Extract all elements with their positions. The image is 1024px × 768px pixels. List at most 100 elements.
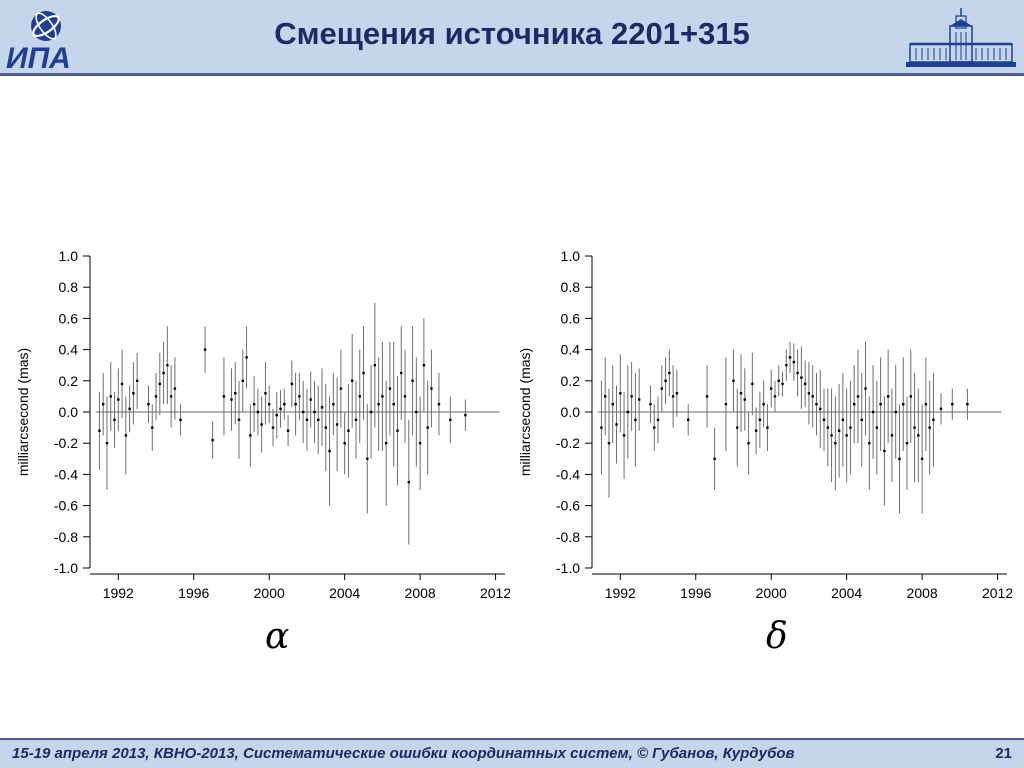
data-point bbox=[913, 426, 916, 429]
data-point bbox=[377, 403, 380, 406]
data-point bbox=[905, 442, 909, 445]
data-point bbox=[388, 387, 392, 390]
data-point bbox=[932, 418, 935, 421]
data-point bbox=[339, 387, 343, 390]
data-point bbox=[392, 403, 395, 406]
data-point bbox=[834, 442, 837, 445]
data-point bbox=[747, 442, 750, 445]
data-point bbox=[132, 392, 135, 395]
data-point bbox=[924, 403, 928, 406]
data-point bbox=[815, 403, 818, 406]
data-point bbox=[154, 395, 158, 398]
data-point bbox=[268, 403, 271, 406]
data-point bbox=[732, 379, 735, 382]
data-point bbox=[354, 418, 358, 421]
data-point bbox=[407, 481, 410, 484]
data-point bbox=[743, 398, 746, 401]
data-point bbox=[335, 423, 339, 426]
data-point bbox=[301, 410, 305, 414]
data-point bbox=[320, 406, 324, 409]
y-tick-label: 0.8 bbox=[561, 279, 581, 295]
data-point bbox=[868, 442, 871, 445]
data-point bbox=[886, 395, 890, 398]
x-tick-label: 2012 bbox=[480, 585, 510, 601]
data-point bbox=[275, 413, 278, 417]
data-point bbox=[151, 426, 154, 429]
data-point bbox=[158, 382, 161, 386]
x-tick-label: 1992 bbox=[103, 585, 134, 601]
data-point bbox=[305, 418, 309, 421]
data-point bbox=[332, 403, 335, 406]
observatory-building-icon bbox=[906, 8, 1016, 67]
data-point bbox=[822, 418, 826, 421]
data-point bbox=[113, 418, 116, 421]
data-point bbox=[920, 457, 924, 460]
data-point bbox=[796, 371, 799, 375]
data-point bbox=[449, 418, 452, 421]
data-point bbox=[803, 382, 807, 386]
data-point bbox=[124, 434, 128, 437]
data-point bbox=[324, 426, 327, 429]
y-tick-label: -0.4 bbox=[54, 466, 78, 482]
data-point bbox=[426, 426, 429, 429]
footer-bar: 15-19 апреля 2013, КВНО-2013, Систематич… bbox=[0, 738, 1024, 768]
data-point bbox=[792, 360, 796, 364]
data-point bbox=[837, 429, 841, 432]
data-point bbox=[664, 379, 667, 382]
data-point bbox=[166, 364, 169, 367]
data-point bbox=[256, 410, 260, 414]
data-point bbox=[909, 395, 912, 398]
data-point bbox=[400, 371, 403, 375]
data-point bbox=[819, 407, 822, 411]
data-point bbox=[939, 407, 943, 411]
data-point bbox=[622, 434, 626, 437]
data-point bbox=[902, 403, 905, 406]
x-tick-label: 2008 bbox=[405, 585, 436, 601]
data-point bbox=[173, 387, 177, 390]
y-tick-label: -1.0 bbox=[556, 560, 580, 576]
data-point bbox=[649, 403, 652, 406]
svg-text:ИПА: ИПА bbox=[6, 42, 71, 70]
data-point bbox=[736, 426, 739, 429]
alpha-offset-chart: 1.0 0.8 0.6 0.4 0.2 0.0 -0.2 -0.4 -0.6 -0.8 -1.0 19… bbox=[15, 248, 510, 601]
data-point bbox=[430, 387, 433, 390]
data-point bbox=[894, 410, 897, 414]
data-point bbox=[758, 418, 762, 421]
data-point bbox=[147, 403, 150, 406]
data-point bbox=[203, 348, 207, 351]
data-point bbox=[754, 429, 758, 432]
data-point bbox=[917, 434, 920, 437]
data-point bbox=[264, 392, 267, 395]
data-point bbox=[656, 418, 660, 421]
data-point bbox=[381, 395, 384, 398]
y-axis-label: milliarcsecond (mas) bbox=[15, 348, 31, 476]
y-tick-label: 0.8 bbox=[59, 279, 79, 295]
data-point bbox=[713, 457, 716, 460]
data-point bbox=[807, 392, 811, 395]
data-point bbox=[169, 395, 173, 398]
delta-offset-chart: 1.0 0.8 0.6 0.4 0.2 0.0 -0.2 -0.4 -0.6 -0.8 -1.0 19… bbox=[517, 248, 1012, 601]
x-tick-label: 2000 bbox=[254, 585, 285, 601]
y-tick-label: 0.0 bbox=[561, 404, 581, 420]
data-point bbox=[437, 403, 441, 406]
data-point bbox=[418, 442, 422, 445]
data-point bbox=[600, 426, 603, 429]
data-point bbox=[653, 426, 656, 429]
data-point bbox=[102, 403, 105, 406]
y-tick-label: -1.0 bbox=[54, 560, 78, 576]
data-point bbox=[751, 382, 754, 386]
data-point bbox=[615, 423, 618, 426]
data-point bbox=[271, 426, 275, 429]
data-point bbox=[105, 442, 109, 445]
data-point bbox=[849, 426, 852, 429]
iaa-logo-icon: ИПА bbox=[6, 11, 71, 70]
data-point bbox=[351, 379, 354, 382]
data-point bbox=[464, 413, 467, 417]
data-point bbox=[853, 403, 856, 406]
data-point bbox=[309, 398, 312, 401]
data-point bbox=[211, 438, 214, 442]
x-tick-label: 2004 bbox=[329, 585, 360, 601]
delta-symbol: δ bbox=[766, 616, 788, 657]
data-point bbox=[135, 379, 139, 382]
data-point bbox=[317, 418, 320, 421]
